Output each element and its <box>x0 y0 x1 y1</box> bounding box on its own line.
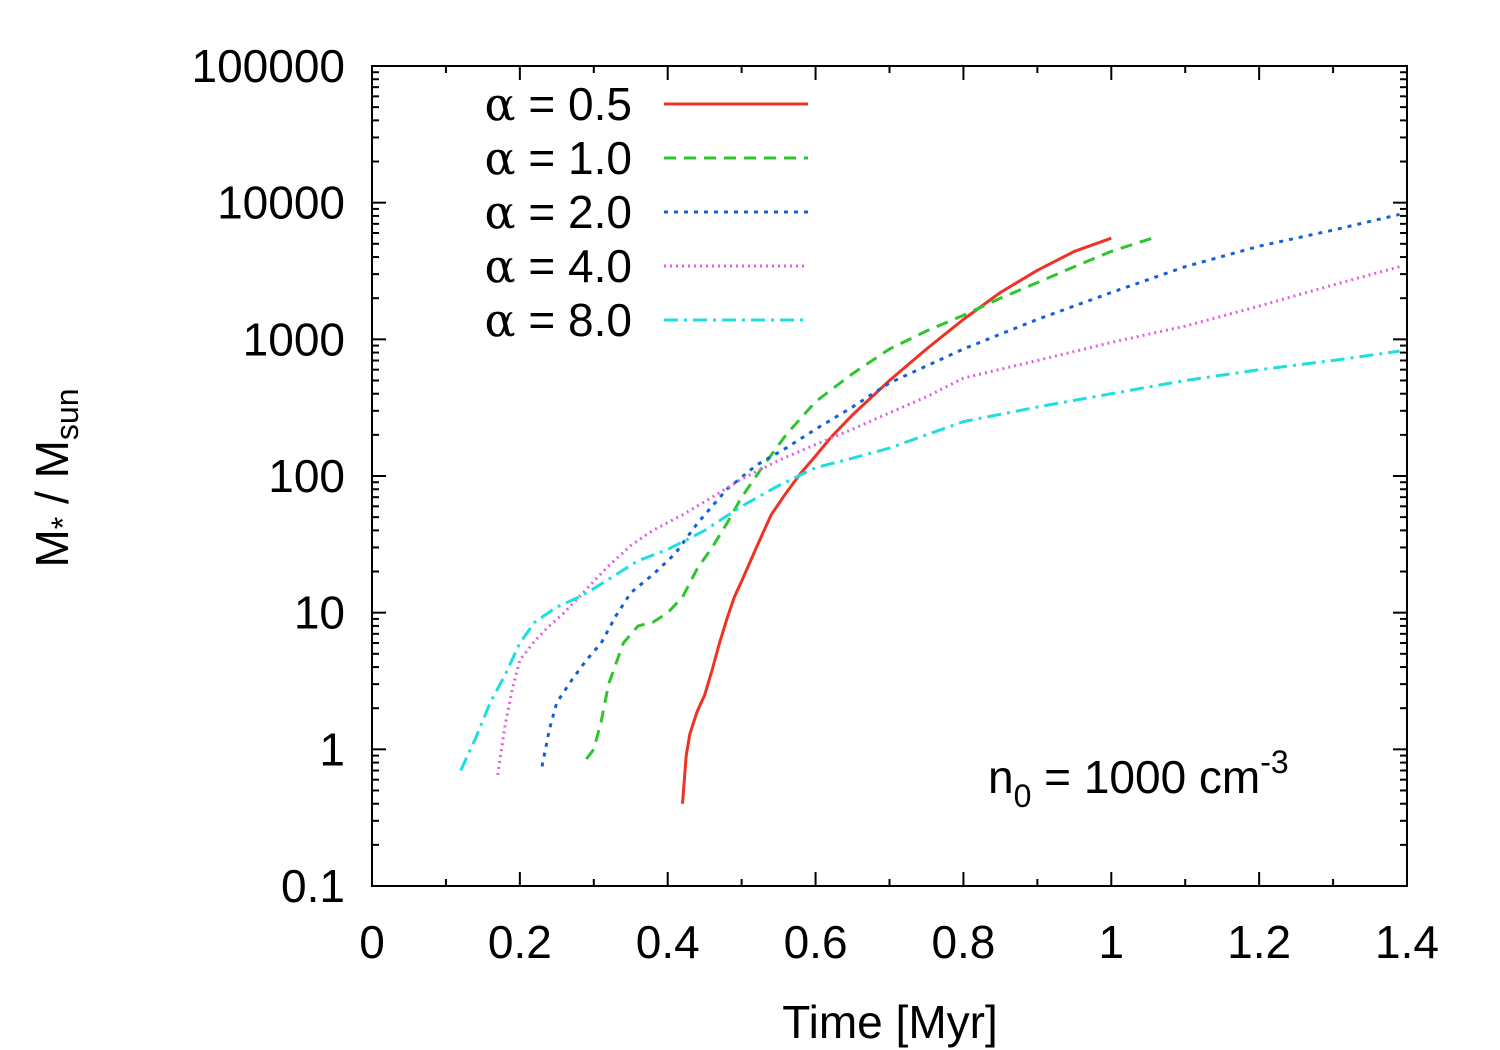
legend-label: α = 2.0 <box>485 185 632 239</box>
x-tick-label: 1.2 <box>1227 916 1291 968</box>
y-tick-label: 0.1 <box>281 860 345 912</box>
x-tick-label: 0 <box>359 916 385 968</box>
y-tick-labels: 0.1 1 10 100 1000 10000 100000 <box>192 40 346 912</box>
tick-marks <box>371 65 1408 887</box>
x-tick-label: 1 <box>1098 916 1124 968</box>
series-line <box>681 236 1112 804</box>
x-tick-label: 0.8 <box>931 916 995 968</box>
x-tick-label: 0.6 <box>784 916 848 968</box>
series-line <box>585 235 1157 760</box>
x-tick-label: 0.2 <box>488 916 552 968</box>
y-tick-label: 100 <box>268 450 345 502</box>
legend-label: α = 0.5 <box>485 77 632 131</box>
y-tick-label: 100000 <box>192 40 346 92</box>
x-tick-label: 0.4 <box>636 916 700 968</box>
x-tick-label: 1.4 <box>1375 916 1439 968</box>
series-line <box>496 265 1400 776</box>
y-axis-title: M* / Msun <box>26 388 85 567</box>
y-tick-label: 10000 <box>217 177 345 229</box>
plot-frame <box>371 65 1408 887</box>
series-line <box>540 212 1400 767</box>
series-layer <box>459 212 1400 804</box>
legend-label: α = 4.0 <box>485 239 632 293</box>
legend: α = 0.5α = 1.0α = 2.0α = 4.0α = 8.0 <box>485 77 808 347</box>
density-annotation: n0 = 1000 cm-3 <box>988 744 1289 814</box>
y-tick-label: 10 <box>294 587 345 639</box>
y-tick-label: 1000 <box>243 313 345 365</box>
legend-label: α = 1.0 <box>485 131 632 185</box>
y-tick-label: 1 <box>319 723 345 775</box>
legend-label: α = 8.0 <box>485 293 632 347</box>
series-line <box>459 349 1400 772</box>
x-tick-labels: 0 0.2 0.4 0.6 0.8 1 1.2 1.4 <box>359 916 1439 968</box>
x-axis-title: Time [Myr] <box>782 996 998 1048</box>
